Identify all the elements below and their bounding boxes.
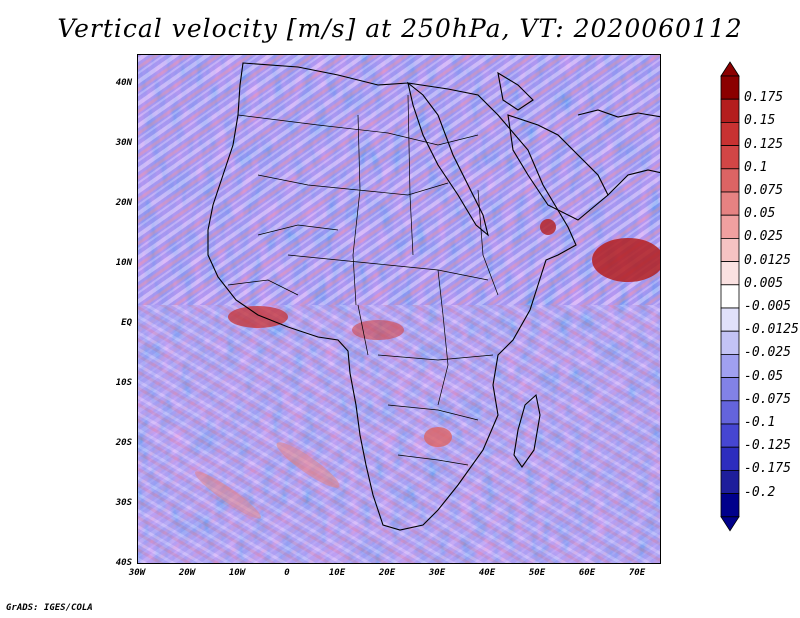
lat-tick-label: 40N xyxy=(115,78,132,88)
map-title: Vertical velocity [m/s] at 250hPa, VT: 2… xyxy=(57,14,743,43)
colorbar xyxy=(720,61,740,532)
coastlines xyxy=(207,62,660,531)
colorbar-tick-label: 0.125 xyxy=(744,136,784,152)
lon-tick-label: 50E xyxy=(528,568,546,578)
colorbar-swatch xyxy=(720,330,740,355)
map-plot-area xyxy=(137,54,661,564)
colorbar-swatch xyxy=(720,145,740,170)
colorbar-tick-label: -0.175 xyxy=(744,461,791,477)
colorbar-swatch xyxy=(720,98,740,123)
hotspots xyxy=(194,219,660,519)
lat-tick-label: 20S xyxy=(115,438,132,448)
lon-tick-label: 10W xyxy=(228,568,246,578)
country-borders xyxy=(227,94,499,466)
colorbar-tick-label: -0.005 xyxy=(744,299,791,314)
colorbar-tick-label: 0.15 xyxy=(744,113,776,129)
lon-tick-label: 0 xyxy=(284,568,290,578)
lon-tick-label: 20E xyxy=(378,568,396,578)
colorbar-tick-label: -0.125 xyxy=(744,438,791,454)
lat-tick-label: 20N xyxy=(115,198,132,208)
lat-tick-label: 40S xyxy=(115,558,132,568)
colorbar-swatch xyxy=(720,353,740,378)
colorbar-swatch xyxy=(720,377,740,402)
grads-footer: GrADS: IGES/COLA xyxy=(6,603,93,613)
colorbar-tick-label: -0.0125 xyxy=(744,322,799,338)
lat-tick-label: 10S xyxy=(115,378,132,388)
lon-tick-label: 70E xyxy=(628,568,646,578)
colorbar-swatch xyxy=(720,261,740,286)
colorbar-bottom-arrow xyxy=(720,516,740,532)
colorbar-swatch xyxy=(720,214,740,239)
velocity-field xyxy=(138,55,660,563)
colorbar-swatch xyxy=(720,469,740,494)
colorbar-tick-label: -0.1 xyxy=(744,415,776,430)
colorbar-swatch xyxy=(720,400,740,425)
lat-tick-label: 10N xyxy=(115,258,132,268)
colorbar-tick-label: 0.025 xyxy=(744,229,784,245)
lon-tick-label: 40E xyxy=(478,568,496,578)
lon-tick-label: 60E xyxy=(578,568,596,578)
lon-tick-label: 30E xyxy=(428,568,446,578)
colorbar-swatch xyxy=(720,191,740,216)
lon-tick-label: 30W xyxy=(128,568,146,578)
colorbar-tick-label: -0.075 xyxy=(744,391,791,407)
colorbar-tick-label: 0.005 xyxy=(744,275,784,291)
lon-tick-label: 20W xyxy=(178,568,196,578)
colorbar-swatch xyxy=(720,307,740,332)
colorbar-top-arrow xyxy=(720,61,740,77)
colorbar-swatch xyxy=(720,168,740,193)
colorbar-swatch xyxy=(720,446,740,471)
colorbar-swatch xyxy=(720,493,740,518)
colorbar-tick-label: 0.075 xyxy=(744,183,784,198)
colorbar-tick-label: -0.025 xyxy=(744,345,791,361)
colorbar-tick-label: -0.05 xyxy=(744,368,784,384)
lon-tick-label: 10E xyxy=(328,568,346,578)
colorbar-swatch xyxy=(720,237,740,262)
colorbar-swatch xyxy=(720,423,740,448)
colorbar-swatch xyxy=(720,284,740,309)
lat-tick-label: 30N xyxy=(115,138,132,148)
lat-tick-label: 30S xyxy=(115,498,132,508)
colorbar-tick-label: -0.2 xyxy=(744,484,776,500)
colorbar-tick-label: 0.1 xyxy=(744,159,768,175)
colorbar-tick-label: 0.175 xyxy=(744,90,784,106)
colorbar-swatch xyxy=(720,122,740,147)
colorbar-tick-label: 0.0125 xyxy=(744,252,791,268)
colorbar-tick-label: 0.05 xyxy=(744,206,776,222)
lat-tick-label: EQ xyxy=(121,318,132,328)
colorbar-swatch xyxy=(720,75,740,100)
